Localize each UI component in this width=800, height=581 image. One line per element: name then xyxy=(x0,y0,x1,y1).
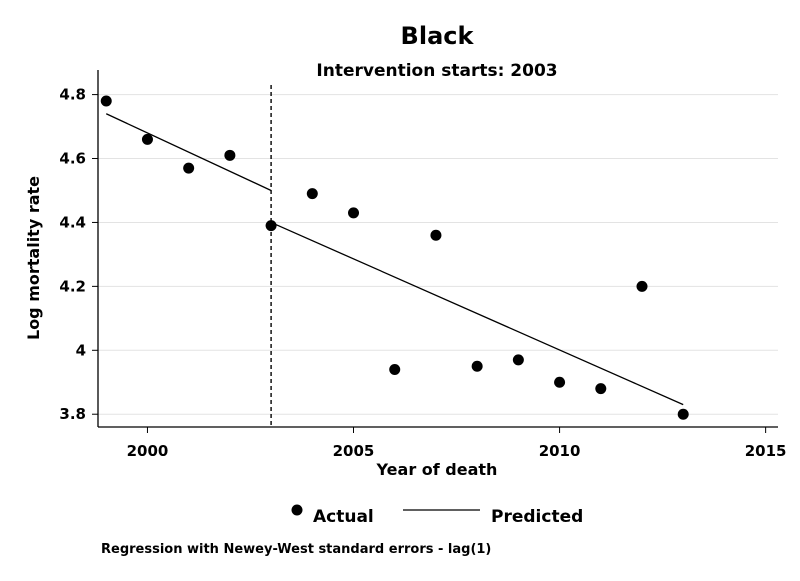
axes xyxy=(97,70,778,428)
legend-actual-marker xyxy=(291,504,303,516)
y-axis-title: Log mortality rate xyxy=(24,176,43,340)
chart-title: Black xyxy=(401,22,475,50)
actual-point xyxy=(389,363,401,375)
actual-point xyxy=(554,376,566,388)
actual-point xyxy=(595,383,607,395)
legend-actual-label: Actual xyxy=(313,507,374,527)
x-axis-title: Year of death xyxy=(376,460,498,479)
actual-point xyxy=(183,162,195,174)
predicted-line-segment xyxy=(105,113,272,192)
gridlines xyxy=(98,94,778,415)
x-tick-label: 2005 xyxy=(333,442,375,460)
actual-point xyxy=(512,354,524,366)
actual-point xyxy=(430,229,442,241)
ticks: 3.8 4 4.2 4.4 4.6 4.8 2000 2005 2010 2015 xyxy=(59,86,786,460)
y-tick-label: 3.8 xyxy=(59,405,86,423)
actual-point xyxy=(306,188,318,200)
actual-point xyxy=(636,280,648,292)
y-tick-label: 4.8 xyxy=(59,86,86,104)
predicted-line-segment xyxy=(270,221,684,406)
chart-note: Regression with Newey-West standard erro… xyxy=(101,542,491,557)
actual-point xyxy=(677,408,689,420)
chart-subtitle: Intervention starts: 2003 xyxy=(316,61,557,81)
actual-point xyxy=(265,220,277,232)
actual-point xyxy=(100,95,112,107)
x-tick-label: 2015 xyxy=(745,442,787,460)
actual-point xyxy=(141,133,153,145)
x-tick-label: 2000 xyxy=(127,442,169,460)
y-tick-label: 4.2 xyxy=(59,277,86,295)
x-tick-label: 2010 xyxy=(539,442,581,460)
actual-point xyxy=(348,207,360,219)
y-tick-label: 4.4 xyxy=(59,213,86,231)
plot-marks xyxy=(100,85,689,427)
actual-point xyxy=(224,149,236,161)
legend-predicted-label: Predicted xyxy=(491,507,583,527)
actual-point xyxy=(471,360,483,372)
legend: Actual Predicted xyxy=(291,504,583,527)
y-tick-label: 4.6 xyxy=(59,150,86,168)
y-tick-label: 4 xyxy=(76,341,86,359)
